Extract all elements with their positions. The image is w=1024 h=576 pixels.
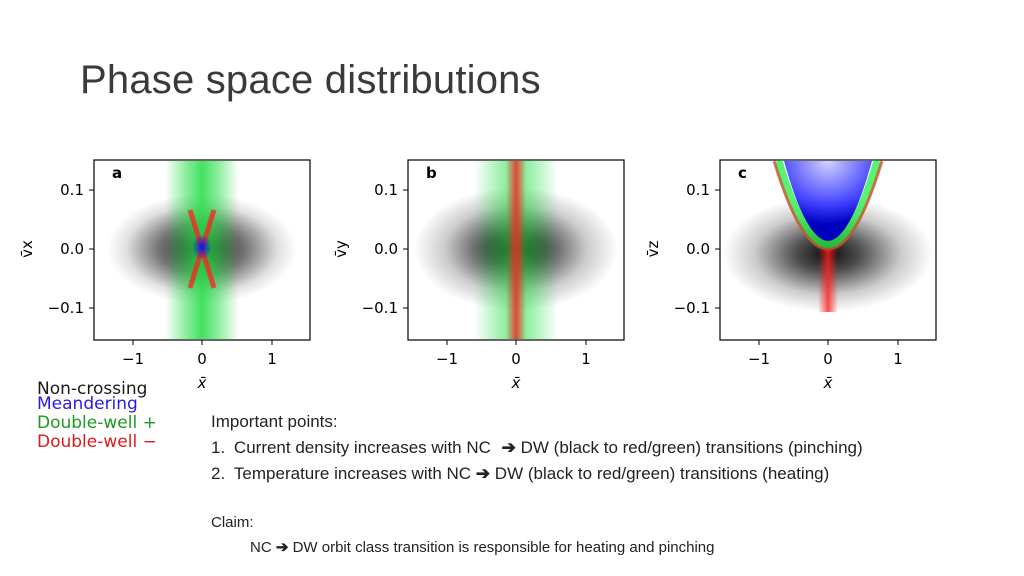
point-text: DW (black to red/green) transitions (hea… <box>494 464 830 483</box>
phase-plot-b: b 0.1 0.0 −0.1 −1 0 1 x̄ v̄y <box>332 159 625 392</box>
x-tick: 0 <box>823 350 833 368</box>
panel-a: a 0.1 0.0 −0.1 −1 0 1 x̄ v̄x <box>18 150 350 400</box>
point-1: 1. Current density increases with NC ➔ D… <box>211 438 863 458</box>
panel-label: c <box>738 164 747 182</box>
claim-text: NC <box>250 539 272 556</box>
y-axis-label: v̄y <box>332 240 350 258</box>
y-tick: 0.0 <box>686 240 710 258</box>
legend-double-well-plus: Double-well + <box>37 413 157 433</box>
arrow-right-icon: ➔ <box>501 438 516 457</box>
x-tick: −1 <box>436 350 458 368</box>
legend: Non-crossing Meandering Double-well + Do… <box>37 380 157 452</box>
double-well-minus-edge <box>772 160 884 251</box>
meandering-density <box>192 234 212 260</box>
arrow-right-icon: ➔ <box>475 464 491 483</box>
double-well-minus-density <box>506 161 526 339</box>
panel-label: a <box>112 164 122 182</box>
claim-heading: Claim: <box>211 514 254 531</box>
legend-double-well-minus: Double-well − <box>37 432 157 452</box>
y-tick: 0.1 <box>686 181 710 199</box>
claim-text: DW orbit class transition is responsible… <box>292 539 715 556</box>
panel-label: b <box>426 164 437 182</box>
point-text: Temperature increases with NC <box>233 464 472 483</box>
y-tick: 0.0 <box>374 240 398 258</box>
point-number: 1. <box>211 438 226 457</box>
x-tick: −1 <box>122 350 144 368</box>
point-2: 2. Temperature increases with NC ➔ DW (b… <box>211 464 829 484</box>
y-tick: 0.1 <box>60 181 84 199</box>
arrow-right-icon: ➔ <box>275 539 289 556</box>
x-tick: 1 <box>267 350 277 368</box>
point-number: 2. <box>211 464 226 483</box>
y-tick: −0.1 <box>48 299 84 317</box>
point-text: Current density increases with NC <box>233 438 491 457</box>
point-text: DW (black to red/green) transitions (pin… <box>520 438 863 457</box>
y-tick: −0.1 <box>362 299 398 317</box>
panel-b: b 0.1 0.0 −0.1 −1 0 1 x̄ v̄y <box>332 150 664 400</box>
y-tick: 0.1 <box>374 181 398 199</box>
x-axis-label: x̄ <box>197 374 207 392</box>
y-tick: 0.0 <box>60 240 84 258</box>
x-axis-label: x̄ <box>511 374 521 392</box>
phase-plot-c: c 0.1 0.0 −0.1 −1 0 1 x̄ v̄z <box>644 159 937 392</box>
y-axis-label: v̄x <box>18 240 36 258</box>
x-tick: 0 <box>197 350 207 368</box>
panel-c: c 0.1 0.0 −0.1 −1 0 1 x̄ v̄z <box>644 150 976 400</box>
x-tick: 0 <box>511 350 521 368</box>
x-tick: 1 <box>581 350 591 368</box>
x-tick: −1 <box>748 350 770 368</box>
x-tick: 1 <box>893 350 903 368</box>
x-axis-label: x̄ <box>823 374 833 392</box>
y-axis-label: v̄z <box>644 241 662 258</box>
double-well-minus-density <box>818 250 838 312</box>
y-tick: −0.1 <box>674 299 710 317</box>
phase-plot-a: a 0.1 0.0 −0.1 −1 0 1 x̄ v̄x <box>18 159 311 392</box>
notes-heading: Important points: <box>211 412 338 431</box>
legend-non-crossing: Non-crossing <box>37 379 148 399</box>
double-well-plus-density <box>773 159 883 250</box>
legend-meandering: Meandering <box>37 394 138 414</box>
claim-body: NC ➔ DW orbit class transition is respon… <box>250 538 714 556</box>
slide-title: Phase space distributions <box>80 58 541 102</box>
